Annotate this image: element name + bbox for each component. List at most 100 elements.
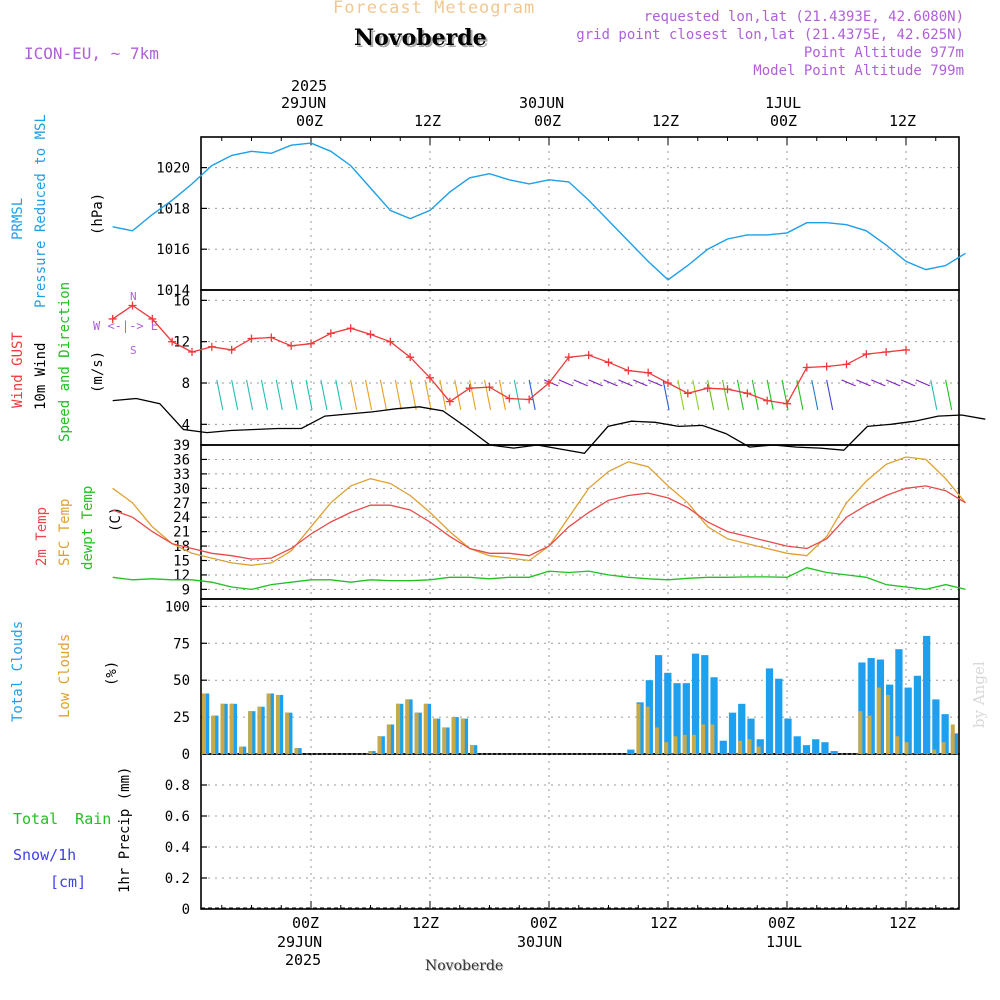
low-cloud-bar [950, 724, 955, 754]
total-cloud-bar [765, 668, 774, 754]
gust-marker [822, 362, 831, 371]
total-cloud-bar [673, 683, 681, 754]
low-cloud-bar [691, 734, 696, 754]
location-title: Novoberde [354, 25, 487, 51]
y-tick-label: 27 [173, 496, 190, 512]
gust-marker [604, 358, 613, 367]
bottom-hour-5: 12Z [889, 914, 917, 932]
total-cloud-bar [664, 672, 672, 754]
y-tick-label: 8 [182, 376, 190, 392]
low-cloud-bar [654, 727, 659, 754]
gust-marker [664, 379, 672, 387]
gust-marker [862, 350, 871, 359]
gust-marker [267, 333, 276, 342]
y-tick-label: 21 [173, 525, 190, 541]
wind-arrow [751, 379, 759, 411]
gust-marker [207, 342, 216, 351]
top-hour-5: 12Z [889, 112, 917, 130]
low-cloud-bar [423, 703, 428, 754]
low-cloud-bar [285, 712, 290, 754]
y-tick-label: 0.2 [165, 871, 190, 887]
panel-frame [200, 598, 960, 755]
low-cloud-bar [211, 715, 216, 754]
wind-arrow [722, 379, 730, 411]
total-cloud-bar [775, 678, 783, 754]
bottom-hour-2: 00Z [530, 914, 558, 932]
y-tick-label: 15 [173, 554, 190, 570]
wind-arrow [692, 379, 700, 411]
top-day-30jun: 30JUN [519, 94, 565, 112]
wind-arrow [618, 379, 633, 387]
total-cloud-bar [904, 687, 912, 754]
low-cloud-bar [664, 742, 669, 754]
prmsl-line [112, 142, 966, 281]
low-cloud-bar [248, 711, 253, 754]
low-cloud-bar [858, 711, 863, 754]
bottom-hour-1: 12Z [412, 914, 440, 932]
low-cloud-bar [904, 742, 909, 754]
low-cloud-bar [673, 736, 678, 754]
wind-arrow [811, 379, 819, 411]
wind-arrow [603, 379, 618, 387]
gust-marker [882, 348, 891, 356]
total-cloud-bar [867, 658, 875, 754]
compass-we: W <-|-> E [93, 319, 159, 333]
gust-marker [644, 368, 653, 377]
low-cloud-bar [386, 724, 391, 754]
low-cloud-bar [368, 751, 373, 754]
gust-marker [743, 389, 752, 398]
wind-arrow [305, 379, 313, 411]
y-tick-label: 18 [173, 539, 190, 555]
gust-marker [902, 345, 910, 354]
gust-marker [386, 337, 395, 346]
footer-location: Novoberde [425, 958, 504, 974]
total-cloud-bar [784, 718, 792, 754]
gust-marker [624, 366, 633, 375]
y-tick-label: 100 [165, 599, 190, 615]
top-hour-4: 00Z [770, 112, 798, 130]
dewpt-line [112, 567, 966, 591]
low-cloud-bar [229, 703, 234, 754]
wind-arrow [573, 379, 589, 387]
gust-marker [545, 379, 553, 387]
panel-frame [200, 753, 960, 910]
low-cloud-bar [238, 746, 243, 754]
low-cloud-bar [460, 718, 465, 754]
low-cloud-bar [433, 718, 438, 754]
gust-marker [564, 353, 573, 362]
gust-marker [525, 395, 534, 404]
total-cloud-bar [719, 740, 727, 754]
top-hour-3: 12Z [652, 112, 680, 130]
total-cloud-bar [691, 653, 700, 754]
sfc-temp-line [112, 456, 967, 566]
low-cloud-bar [257, 706, 262, 754]
gust-marker [842, 360, 851, 369]
wind-speed-line [112, 397, 986, 455]
gust-marker [406, 353, 415, 362]
y-tick-label: 0.8 [165, 778, 190, 794]
low-cloud-bar [377, 736, 382, 754]
y-tick-label: 50 [173, 673, 190, 689]
low-cloud-bar [645, 706, 650, 754]
bottom-day-1jul: 1JUL [766, 933, 803, 951]
y-tick-label: 0.4 [165, 840, 190, 856]
bottom-hour-0: 00Z [292, 914, 320, 932]
y-tick-label: 0 [182, 747, 190, 763]
gust-marker [168, 337, 177, 346]
total-rain-label: Total Rain [13, 810, 112, 828]
wind-arrow [930, 379, 938, 411]
gust-marker [703, 384, 712, 393]
total-cloud-bar [858, 662, 866, 754]
wind-arrow [350, 379, 358, 411]
gust-marker [445, 397, 454, 406]
low-cloud-bar [266, 693, 271, 754]
t2m-line [112, 485, 966, 560]
wind-arrow [856, 379, 871, 387]
y-tick-label: 12 [173, 568, 190, 584]
wind-arrow [275, 379, 283, 411]
low-cloud-bar [396, 703, 401, 754]
low-cloud-bar [710, 724, 715, 754]
wind-arrow [588, 379, 603, 387]
compass-n: N [130, 290, 137, 303]
model-label: ICON-EU, ~ 7km [24, 44, 159, 63]
